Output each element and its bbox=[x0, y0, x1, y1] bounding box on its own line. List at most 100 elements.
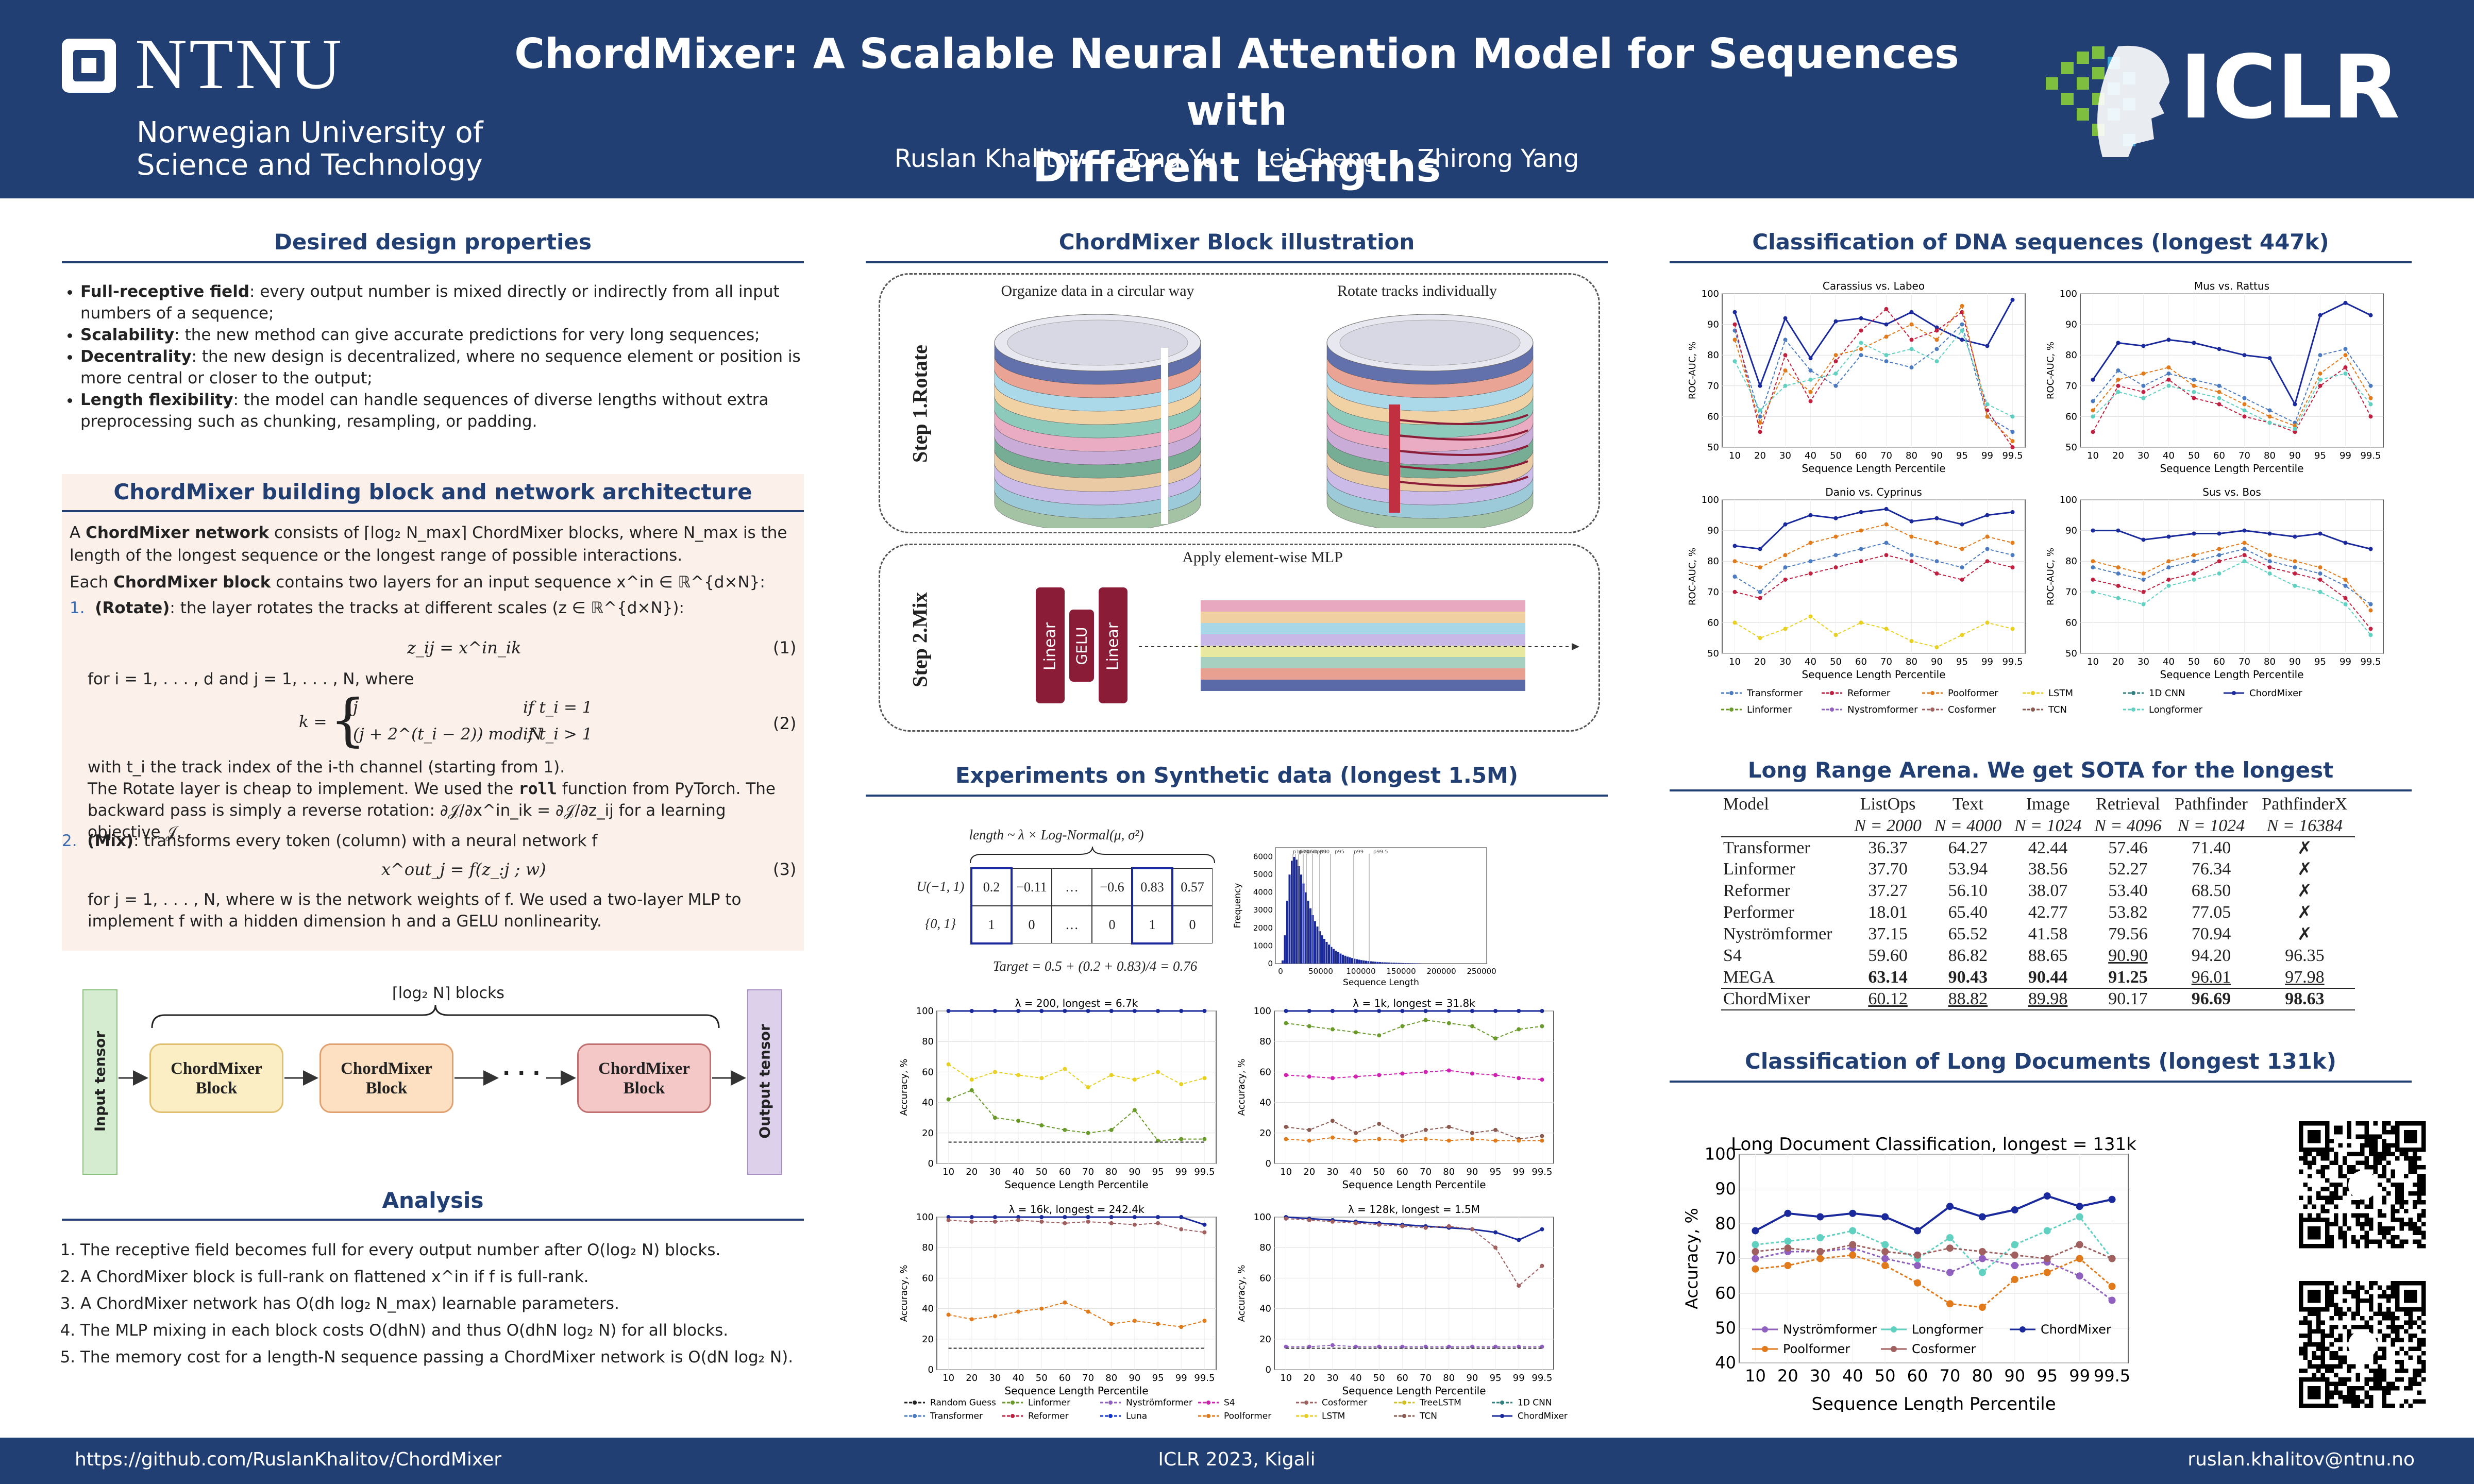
github-link[interactable]: https://github.com/RuslanKhalitov/ChordM… bbox=[75, 1449, 502, 1470]
histogram-bar bbox=[1384, 962, 1386, 964]
series-line-reformer bbox=[2092, 366, 2371, 433]
rotated-tracks-cylinder bbox=[1326, 314, 1534, 528]
data-point bbox=[1884, 507, 1889, 511]
qr-module bbox=[2334, 1355, 2338, 1360]
qr-module bbox=[2360, 1386, 2365, 1391]
qr-module bbox=[2334, 1307, 2338, 1312]
qr-module bbox=[2325, 1346, 2330, 1351]
qr-module bbox=[2395, 1351, 2400, 1356]
qr-module bbox=[2386, 1239, 2391, 1244]
qr-module bbox=[2334, 1187, 2338, 1191]
qr-module bbox=[2382, 1338, 2386, 1342]
data-point bbox=[1784, 1262, 1792, 1269]
qr-module bbox=[2364, 1204, 2369, 1209]
x-tick-label: 70 bbox=[1880, 450, 1892, 461]
legend-label: Transformer bbox=[930, 1411, 983, 1422]
data-point bbox=[2267, 531, 2272, 536]
data-point bbox=[1307, 1138, 1311, 1143]
qr-module bbox=[2343, 1218, 2347, 1222]
equation-3: x^out_j = f(z_:j ; w) bbox=[381, 859, 546, 879]
data-point bbox=[2343, 596, 2348, 600]
qr-module bbox=[2421, 1369, 2426, 1373]
data-point bbox=[2010, 297, 2015, 302]
qr-module bbox=[2382, 1213, 2386, 1218]
legend-marker bbox=[1891, 1346, 1897, 1352]
data-point bbox=[1808, 368, 1813, 373]
qr-module bbox=[2338, 1230, 2343, 1235]
data-point bbox=[1960, 522, 1964, 527]
x-tick-label: 50 bbox=[1830, 656, 1842, 667]
qr-finder bbox=[2308, 1290, 2321, 1303]
qr-module bbox=[2378, 1134, 2382, 1139]
data-point bbox=[1493, 1127, 1498, 1132]
histogram-bar bbox=[1356, 959, 1358, 964]
series-line-transformer bbox=[1734, 323, 2013, 433]
data-point bbox=[2116, 390, 2120, 394]
y-tick-label: 80 bbox=[1715, 1214, 1736, 1234]
qr-module bbox=[2320, 1156, 2325, 1161]
x-tick-label: 100000 bbox=[1346, 967, 1375, 976]
qr-module bbox=[2382, 1294, 2386, 1298]
qr-module bbox=[2417, 1390, 2421, 1395]
data-point bbox=[2192, 559, 2196, 564]
block-section bbox=[62, 474, 804, 951]
qr-module bbox=[2303, 1355, 2308, 1360]
data-point bbox=[1063, 1127, 1067, 1132]
qr-module bbox=[2308, 1329, 2312, 1334]
block-paragraph: Each ChordMixer block contains two layer… bbox=[70, 573, 765, 592]
data-point bbox=[992, 1116, 997, 1120]
legend-marker bbox=[1402, 1414, 1406, 1418]
data-point bbox=[1783, 368, 1788, 373]
y-tick-label: 70 bbox=[1715, 1249, 1736, 1268]
header: NTNU Norwegian University of Science and… bbox=[0, 0, 2474, 198]
qr-module bbox=[2334, 1303, 2338, 1307]
qr-module bbox=[2316, 1346, 2321, 1351]
y-tick-label: 60 bbox=[1707, 617, 1719, 628]
data-point bbox=[2076, 1255, 2083, 1262]
data-point bbox=[1307, 1009, 1311, 1013]
data-point bbox=[1859, 620, 1863, 625]
poster-title: ChordMixer: A Scalable Neural Attention … bbox=[495, 26, 1979, 196]
qr-module bbox=[2382, 1130, 2386, 1135]
highlighted-column bbox=[1389, 404, 1400, 513]
brace-icon bbox=[151, 1005, 720, 1028]
synthetic-title: Experiments on Synthetic data (longest 1… bbox=[955, 763, 1519, 788]
histogram-bar bbox=[1395, 963, 1398, 964]
legend-marker bbox=[1206, 1401, 1210, 1405]
qr-module bbox=[2369, 1226, 2374, 1231]
table-row: Linformer 37.70 53.94 38.56 52.27 76.34 ✗ bbox=[1723, 859, 2312, 879]
qr-module bbox=[2329, 1395, 2334, 1399]
data-point bbox=[2267, 408, 2272, 413]
qr-module bbox=[2299, 1351, 2303, 1356]
qr-module bbox=[2369, 1148, 2374, 1152]
qr-module bbox=[2417, 1195, 2421, 1200]
qr-module bbox=[2378, 1244, 2382, 1249]
qr-module bbox=[2391, 1174, 2395, 1178]
qr-module bbox=[2316, 1316, 2321, 1321]
data-point bbox=[1758, 414, 1762, 419]
grid-cell: 0 bbox=[1172, 906, 1213, 943]
y-tick-label: 20 bbox=[1259, 1128, 1271, 1139]
qr-module bbox=[2391, 1143, 2395, 1148]
email-link[interactable]: ruslan.khalitov@ntnu.no bbox=[2187, 1449, 2415, 1470]
qr-module bbox=[2391, 1342, 2395, 1347]
x-tick-label: 90 bbox=[1931, 450, 1943, 461]
data-point bbox=[2217, 402, 2221, 407]
qr-module bbox=[2399, 1226, 2404, 1231]
qr-module bbox=[2386, 1404, 2391, 1408]
data-point bbox=[2242, 402, 2247, 407]
histogram-bar bbox=[1316, 926, 1319, 964]
data-point bbox=[2141, 344, 2146, 348]
qr-module bbox=[2329, 1390, 2334, 1395]
data-point bbox=[1808, 571, 1813, 576]
y-tick-label: 40 bbox=[922, 1098, 934, 1108]
qr-module bbox=[2378, 1369, 2382, 1373]
qr-module bbox=[2386, 1307, 2391, 1312]
x-tick-label: 10 bbox=[1729, 450, 1741, 461]
qr-module bbox=[2364, 1377, 2369, 1382]
x-axis-label: Sequence Length Percentile bbox=[1004, 1178, 1148, 1190]
x-tick-label: 80 bbox=[1105, 1167, 1117, 1177]
data-point bbox=[2091, 528, 2095, 533]
qr-module bbox=[2386, 1226, 2391, 1231]
